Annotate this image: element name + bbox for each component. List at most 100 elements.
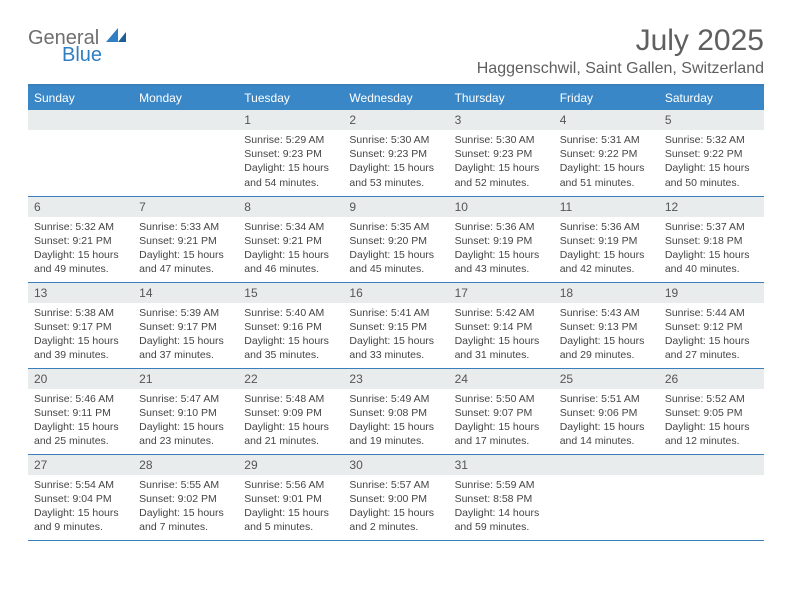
day-number-empty [133,110,238,130]
day-details: Sunrise: 5:59 AMSunset: 8:58 PMDaylight:… [449,475,554,540]
day-number: 8 [238,197,343,217]
day-details: Sunrise: 5:48 AMSunset: 9:09 PMDaylight:… [238,389,343,454]
calendar-cell: 10Sunrise: 5:36 AMSunset: 9:19 PMDayligh… [449,196,554,282]
calendar-cell [659,454,764,540]
day-details: Sunrise: 5:38 AMSunset: 9:17 PMDaylight:… [28,303,133,368]
day-number: 4 [554,110,659,130]
calendar-cell: 26Sunrise: 5:52 AMSunset: 9:05 PMDayligh… [659,368,764,454]
day-number: 17 [449,283,554,303]
calendar-cell: 17Sunrise: 5:42 AMSunset: 9:14 PMDayligh… [449,282,554,368]
calendar-cell: 22Sunrise: 5:48 AMSunset: 9:09 PMDayligh… [238,368,343,454]
calendar-cell: 9Sunrise: 5:35 AMSunset: 9:20 PMDaylight… [343,196,448,282]
day-details: Sunrise: 5:41 AMSunset: 9:15 PMDaylight:… [343,303,448,368]
calendar-row: 6Sunrise: 5:32 AMSunset: 9:21 PMDaylight… [28,196,764,282]
day-details: Sunrise: 5:37 AMSunset: 9:18 PMDaylight:… [659,217,764,282]
day-number: 18 [554,283,659,303]
brand-logo: General Blue [28,28,126,65]
calendar-cell: 2Sunrise: 5:30 AMSunset: 9:23 PMDaylight… [343,110,448,196]
calendar-row: 27Sunrise: 5:54 AMSunset: 9:04 PMDayligh… [28,454,764,540]
day-number: 5 [659,110,764,130]
day-details: Sunrise: 5:42 AMSunset: 9:14 PMDaylight:… [449,303,554,368]
weekday-header: Tuesday [238,86,343,110]
day-details: Sunrise: 5:36 AMSunset: 9:19 PMDaylight:… [554,217,659,282]
calendar-page: General Blue July 2025 Haggenschwil, Sai… [0,0,792,565]
month-title: July 2025 [477,24,764,58]
day-number: 10 [449,197,554,217]
day-details: Sunrise: 5:46 AMSunset: 9:11 PMDaylight:… [28,389,133,454]
day-details: Sunrise: 5:32 AMSunset: 9:22 PMDaylight:… [659,130,764,195]
weekday-header: Sunday [28,86,133,110]
day-number: 21 [133,369,238,389]
calendar-cell: 16Sunrise: 5:41 AMSunset: 9:15 PMDayligh… [343,282,448,368]
day-details: Sunrise: 5:52 AMSunset: 9:05 PMDaylight:… [659,389,764,454]
day-details: Sunrise: 5:56 AMSunset: 9:01 PMDaylight:… [238,475,343,540]
calendar-cell: 21Sunrise: 5:47 AMSunset: 9:10 PMDayligh… [133,368,238,454]
calendar-table: SundayMondayTuesdayWednesdayThursdayFrid… [28,86,764,541]
day-details: Sunrise: 5:43 AMSunset: 9:13 PMDaylight:… [554,303,659,368]
day-details: Sunrise: 5:44 AMSunset: 9:12 PMDaylight:… [659,303,764,368]
weekday-header: Saturday [659,86,764,110]
calendar-cell: 12Sunrise: 5:37 AMSunset: 9:18 PMDayligh… [659,196,764,282]
calendar-cell: 30Sunrise: 5:57 AMSunset: 9:00 PMDayligh… [343,454,448,540]
day-number: 27 [28,455,133,475]
header: General Blue July 2025 Haggenschwil, Sai… [28,24,764,78]
calendar-cell: 19Sunrise: 5:44 AMSunset: 9:12 PMDayligh… [659,282,764,368]
day-number: 6 [28,197,133,217]
day-details: Sunrise: 5:36 AMSunset: 9:19 PMDaylight:… [449,217,554,282]
calendar-row: 1Sunrise: 5:29 AMSunset: 9:23 PMDaylight… [28,110,764,196]
day-details: Sunrise: 5:54 AMSunset: 9:04 PMDaylight:… [28,475,133,540]
day-number: 9 [343,197,448,217]
day-details: Sunrise: 5:40 AMSunset: 9:16 PMDaylight:… [238,303,343,368]
weekday-header: Friday [554,86,659,110]
calendar-header-row: SundayMondayTuesdayWednesdayThursdayFrid… [28,86,764,110]
calendar-cell: 13Sunrise: 5:38 AMSunset: 9:17 PMDayligh… [28,282,133,368]
day-number: 2 [343,110,448,130]
calendar-cell: 4Sunrise: 5:31 AMSunset: 9:22 PMDaylight… [554,110,659,196]
calendar-cell: 24Sunrise: 5:50 AMSunset: 9:07 PMDayligh… [449,368,554,454]
day-details: Sunrise: 5:39 AMSunset: 9:17 PMDaylight:… [133,303,238,368]
calendar-cell: 14Sunrise: 5:39 AMSunset: 9:17 PMDayligh… [133,282,238,368]
day-details: Sunrise: 5:50 AMSunset: 9:07 PMDaylight:… [449,389,554,454]
day-details: Sunrise: 5:33 AMSunset: 9:21 PMDaylight:… [133,217,238,282]
day-number: 23 [343,369,448,389]
day-details: Sunrise: 5:34 AMSunset: 9:21 PMDaylight:… [238,217,343,282]
weekday-header: Wednesday [343,86,448,110]
day-number: 26 [659,369,764,389]
calendar-cell: 20Sunrise: 5:46 AMSunset: 9:11 PMDayligh… [28,368,133,454]
day-number: 7 [133,197,238,217]
day-details: Sunrise: 5:55 AMSunset: 9:02 PMDaylight:… [133,475,238,540]
calendar-body: 1Sunrise: 5:29 AMSunset: 9:23 PMDaylight… [28,110,764,540]
calendar-cell: 28Sunrise: 5:55 AMSunset: 9:02 PMDayligh… [133,454,238,540]
calendar-cell: 23Sunrise: 5:49 AMSunset: 9:08 PMDayligh… [343,368,448,454]
calendar-cell: 8Sunrise: 5:34 AMSunset: 9:21 PMDaylight… [238,196,343,282]
day-details: Sunrise: 5:31 AMSunset: 9:22 PMDaylight:… [554,130,659,195]
weekday-header: Monday [133,86,238,110]
logo-blue: Blue [62,45,126,65]
day-number: 1 [238,110,343,130]
day-number: 15 [238,283,343,303]
day-details: Sunrise: 5:30 AMSunset: 9:23 PMDaylight:… [449,130,554,195]
calendar-cell: 27Sunrise: 5:54 AMSunset: 9:04 PMDayligh… [28,454,133,540]
day-number: 25 [554,369,659,389]
calendar-cell: 29Sunrise: 5:56 AMSunset: 9:01 PMDayligh… [238,454,343,540]
day-details: Sunrise: 5:57 AMSunset: 9:00 PMDaylight:… [343,475,448,540]
day-details: Sunrise: 5:51 AMSunset: 9:06 PMDaylight:… [554,389,659,454]
calendar-cell: 15Sunrise: 5:40 AMSunset: 9:16 PMDayligh… [238,282,343,368]
logo-triangle-icon [106,28,126,46]
day-number: 11 [554,197,659,217]
day-number: 22 [238,369,343,389]
calendar-cell [133,110,238,196]
calendar-cell: 6Sunrise: 5:32 AMSunset: 9:21 PMDaylight… [28,196,133,282]
calendar-cell: 18Sunrise: 5:43 AMSunset: 9:13 PMDayligh… [554,282,659,368]
calendar-cell: 5Sunrise: 5:32 AMSunset: 9:22 PMDaylight… [659,110,764,196]
day-number-empty [28,110,133,130]
calendar-cell: 7Sunrise: 5:33 AMSunset: 9:21 PMDaylight… [133,196,238,282]
day-number-empty [554,455,659,475]
day-number: 13 [28,283,133,303]
day-number: 20 [28,369,133,389]
calendar-row: 13Sunrise: 5:38 AMSunset: 9:17 PMDayligh… [28,282,764,368]
day-details: Sunrise: 5:35 AMSunset: 9:20 PMDaylight:… [343,217,448,282]
day-number: 12 [659,197,764,217]
logo-text-wrap: General Blue [28,28,126,65]
day-number: 29 [238,455,343,475]
